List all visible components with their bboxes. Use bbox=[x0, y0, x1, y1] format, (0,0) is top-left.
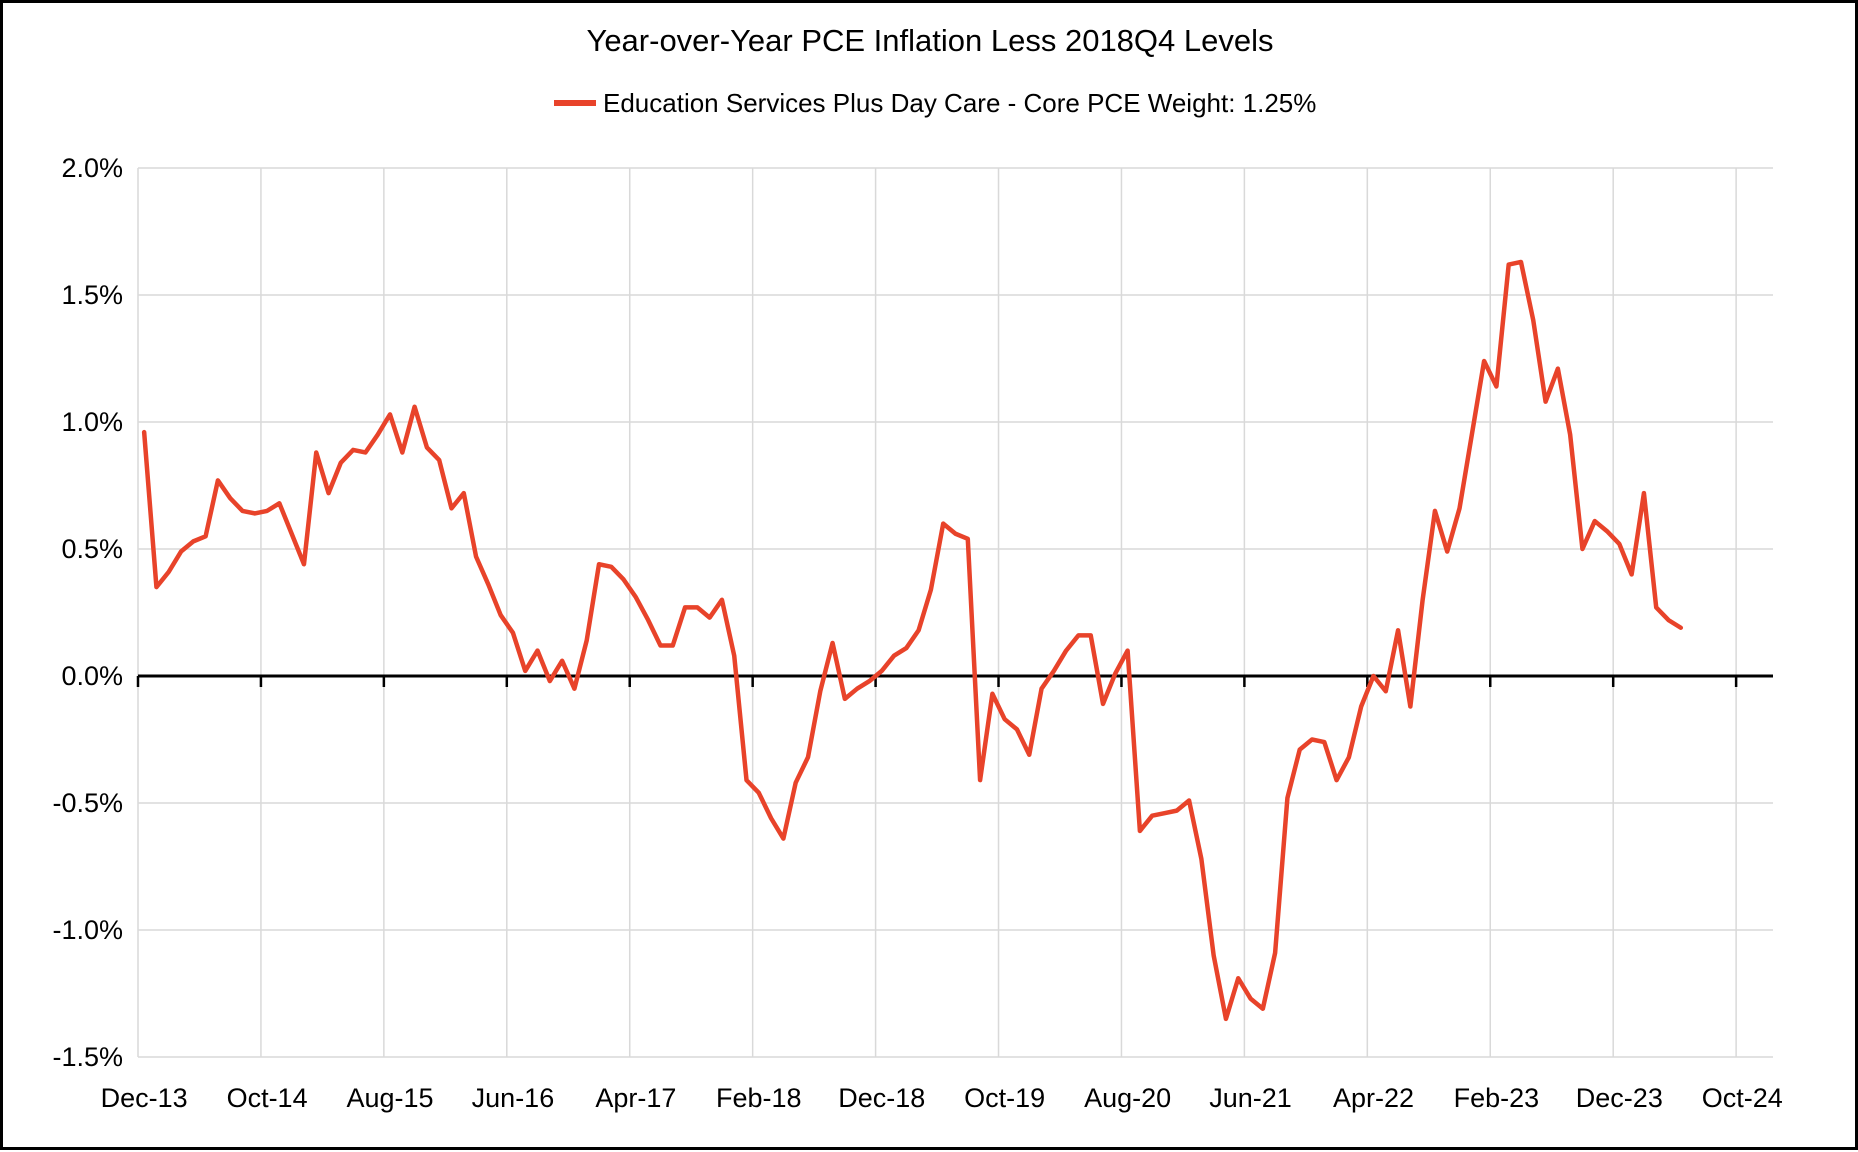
x-tick-label: Oct-19 bbox=[964, 1083, 1045, 1113]
legend-label: Education Services Plus Day Care - Core … bbox=[603, 88, 1316, 118]
x-tick-label: Oct-24 bbox=[1702, 1083, 1783, 1113]
y-tick-label: -1.5% bbox=[52, 1042, 123, 1072]
x-tick-label: Dec-13 bbox=[101, 1083, 188, 1113]
y-tick-label: 1.5% bbox=[61, 280, 123, 310]
x-tick-label: Feb-23 bbox=[1454, 1083, 1540, 1113]
y-tick-label: -1.0% bbox=[52, 915, 123, 945]
zero-axis bbox=[136, 674, 1773, 687]
x-tick-label: Jun-21 bbox=[1209, 1083, 1292, 1113]
y-axis-labels: 2.0% 1.5% 1.0% 0.5% 0.0% -0.5% -1.0% -1.5% bbox=[52, 153, 123, 1072]
y-tick-label: 1.0% bbox=[61, 407, 123, 437]
x-tick-label: Dec-23 bbox=[1576, 1083, 1663, 1113]
y-tick-label: 0.5% bbox=[61, 534, 123, 564]
x-tick-label: Aug-15 bbox=[346, 1083, 433, 1113]
x-tick-label: Aug-20 bbox=[1084, 1083, 1171, 1113]
x-tick-label: Apr-17 bbox=[595, 1083, 676, 1113]
x-tick-label: Apr-22 bbox=[1333, 1083, 1414, 1113]
chart-svg: Year-over-Year PCE Inflation Less 2018Q4… bbox=[52, 23, 1783, 1113]
x-tick-label: Jun-16 bbox=[472, 1083, 555, 1113]
x-tick-label: Feb-18 bbox=[716, 1083, 802, 1113]
x-axis-labels: Dec-13 Oct-14 Aug-15 Jun-16 Apr-17 Feb-18 Dec-… bbox=[101, 1083, 1783, 1113]
legend: Education Services Plus Day Care - Core … bbox=[554, 88, 1316, 118]
x-tick-label: Dec-18 bbox=[838, 1083, 925, 1113]
y-tick-label: 0.0% bbox=[61, 661, 123, 691]
y-tick-label: -0.5% bbox=[52, 788, 123, 818]
series-line bbox=[141, 259, 1684, 1022]
x-tick-label: Oct-14 bbox=[227, 1083, 308, 1113]
chart-title: Year-over-Year PCE Inflation Less 2018Q4… bbox=[586, 23, 1273, 58]
y-tick-label: 2.0% bbox=[61, 153, 123, 183]
